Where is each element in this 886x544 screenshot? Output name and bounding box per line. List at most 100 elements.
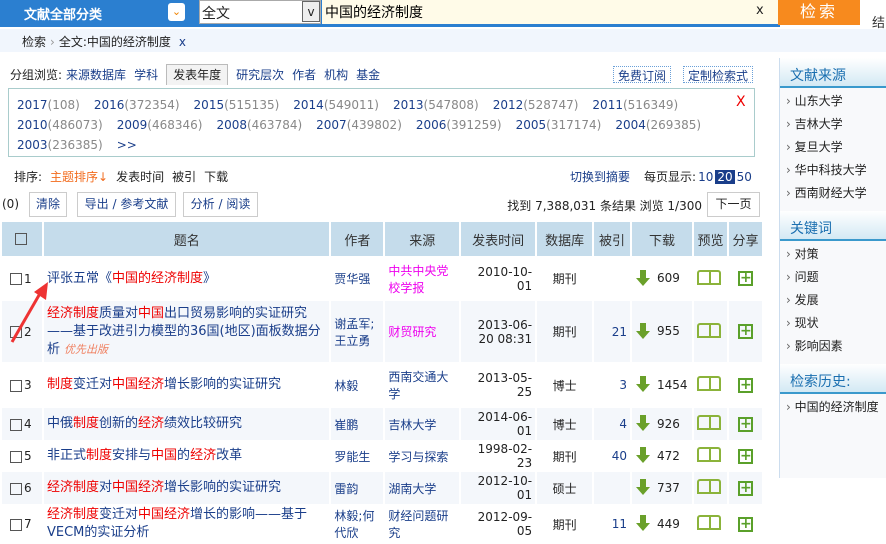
source-link[interactable]: 财经问题研究 bbox=[385, 504, 460, 544]
sort-option[interactable]: 下载 bbox=[204, 170, 229, 184]
download-cell[interactable]: 926 bbox=[631, 408, 692, 440]
tab-6[interactable]: 基金 bbox=[356, 68, 381, 82]
sidebar-item[interactable]: 华中科技大学 bbox=[780, 157, 886, 180]
clear-search-icon[interactable]: x bbox=[756, 3, 764, 18]
row-select[interactable]: 3 bbox=[2, 362, 42, 408]
tab-2[interactable]: 发表年度 bbox=[166, 64, 229, 85]
citation-count[interactable] bbox=[594, 472, 630, 504]
download-cell[interactable]: 955 bbox=[631, 301, 692, 362]
source-link[interactable]: 西南交通大学 bbox=[385, 362, 460, 408]
title-link[interactable]: 经济制度变迁对中国经济增长的影响——基于VECM的实证分析 bbox=[43, 504, 330, 544]
chevron-down-icon[interactable]: v bbox=[302, 1, 320, 22]
row-select[interactable]: 4 bbox=[2, 408, 42, 440]
sidebar-item[interactable]: 发展 bbox=[780, 287, 886, 310]
download-icon[interactable] bbox=[635, 322, 651, 341]
row-select[interactable]: 7 bbox=[2, 504, 42, 544]
tab-1[interactable]: 学科 bbox=[134, 68, 159, 82]
year-filter[interactable]: 2016(372354) bbox=[94, 95, 180, 115]
checkbox[interactable] bbox=[10, 450, 22, 463]
perpage-option[interactable]: 20 bbox=[715, 170, 735, 184]
checkbox[interactable] bbox=[14, 233, 27, 245]
plus-share-icon[interactable]: + bbox=[737, 447, 753, 464]
download-icon[interactable] bbox=[635, 447, 651, 465]
sort-option[interactable]: 被引 bbox=[172, 170, 197, 184]
share-cell[interactable]: + bbox=[728, 301, 762, 362]
share-cell[interactable]: + bbox=[728, 472, 762, 504]
source-link[interactable]: 吉林大学 bbox=[385, 408, 460, 440]
preview-cell[interactable] bbox=[693, 408, 727, 440]
tab-4[interactable]: 作者 bbox=[292, 68, 317, 82]
year-filter[interactable]: 2011(516349) bbox=[592, 95, 678, 115]
author-link[interactable]: 罗能生 bbox=[331, 440, 384, 472]
year-filter[interactable]: 2015(515135) bbox=[194, 95, 280, 115]
switch-to-abstract[interactable]: 切换到摘要 bbox=[570, 170, 631, 184]
year-filter[interactable]: 2005(317174) bbox=[516, 115, 602, 135]
plus-share-icon[interactable]: + bbox=[737, 376, 753, 393]
preview-cell[interactable] bbox=[693, 256, 727, 301]
breadcrumb-root[interactable]: 检索 bbox=[22, 35, 47, 49]
year-filter[interactable]: 2008(463784) bbox=[216, 115, 302, 135]
checkbox[interactable] bbox=[10, 379, 22, 392]
download-cell[interactable]: 609 bbox=[631, 256, 692, 301]
sidebar-item[interactable]: 西南财经大学 bbox=[780, 180, 886, 203]
year-filter[interactable]: 2004(269385) bbox=[615, 115, 701, 135]
sidebar-item[interactable]: 影响因素 bbox=[780, 333, 886, 356]
title-link[interactable]: 评张五常《中国的经济制度》 bbox=[43, 256, 330, 301]
title-link[interactable]: 经济制度质量对中国出口贸易影响的实证研究——基于改进引力模型的36国(地区)面板… bbox=[43, 301, 330, 362]
source-link[interactable]: 学习与探索 bbox=[385, 440, 460, 472]
source-link[interactable]: 湖南大学 bbox=[385, 472, 460, 504]
share-cell[interactable]: + bbox=[728, 256, 762, 301]
sort-option[interactable]: 发表时间 bbox=[116, 170, 165, 184]
source-link[interactable]: 中共中央党校学报 bbox=[385, 256, 460, 301]
checkbox[interactable] bbox=[10, 482, 22, 495]
preview-cell[interactable] bbox=[693, 362, 727, 408]
tab-0[interactable]: 来源数据库 bbox=[66, 68, 127, 82]
search-input[interactable] bbox=[322, 0, 778, 24]
download-cell[interactable]: 449 bbox=[631, 504, 692, 544]
title-link[interactable]: 经济制度对中国经济增长影响的实证研究 bbox=[43, 472, 330, 504]
author-link[interactable]: 谢孟军;王立勇 bbox=[331, 301, 384, 362]
year-filter[interactable]: 2010(486073) bbox=[17, 115, 103, 135]
sidebar-item[interactable]: 吉林大学 bbox=[780, 111, 886, 134]
year-filter[interactable]: 2017(108) bbox=[17, 95, 80, 115]
custom-query-button[interactable]: 定制检索式 bbox=[683, 66, 754, 83]
free-subscribe-button[interactable]: 免费订阅 bbox=[613, 66, 672, 83]
citation-count[interactable]: 21 bbox=[594, 301, 630, 362]
row-select[interactable]: 2 bbox=[2, 301, 42, 362]
download-icon[interactable] bbox=[635, 479, 651, 497]
sidebar-item[interactable]: 现状 bbox=[780, 310, 886, 333]
citation-count[interactable]: 3 bbox=[594, 362, 630, 408]
year-filter[interactable]: 2013(547808) bbox=[393, 95, 479, 115]
perpage-option[interactable]: 10 bbox=[698, 170, 714, 184]
download-cell[interactable]: 1454 bbox=[631, 362, 692, 408]
share-cell[interactable]: + bbox=[728, 440, 762, 472]
year-filter[interactable]: 2006(391259) bbox=[416, 115, 502, 135]
author-link[interactable]: 林毅 bbox=[331, 362, 384, 408]
source-link[interactable]: 财贸研究 bbox=[385, 301, 460, 362]
author-link[interactable]: 雷韵 bbox=[331, 472, 384, 504]
plus-share-icon[interactable]: + bbox=[737, 323, 753, 339]
tab-3[interactable]: 研究层次 bbox=[236, 68, 285, 82]
row-select[interactable]: 1 bbox=[2, 256, 42, 301]
sidebar-item[interactable]: 复旦大学 bbox=[780, 134, 886, 157]
clear-button[interactable]: 清除 bbox=[29, 192, 67, 217]
year-filter[interactable]: 2003(236385) bbox=[17, 135, 103, 155]
sidebar-item[interactable]: 问题 bbox=[780, 264, 886, 287]
download-icon[interactable] bbox=[635, 415, 651, 433]
title-link[interactable]: 制度变迁对中国经济增长影响的实证研究 bbox=[43, 362, 330, 408]
book-preview-icon[interactable] bbox=[696, 515, 721, 530]
sidebar-item[interactable]: 山东大学 bbox=[780, 88, 886, 111]
sidebar-item[interactable]: 对策 bbox=[780, 241, 886, 264]
title-link[interactable]: 中俄制度创新的经济绩效比较研究 bbox=[43, 408, 330, 440]
download-cell[interactable]: 472 bbox=[631, 440, 692, 472]
checkbox[interactable] bbox=[10, 518, 22, 531]
citation-count[interactable]: 11 bbox=[594, 504, 630, 544]
sort-option[interactable]: 主题排序↓ bbox=[50, 170, 109, 184]
sidebar-item[interactable]: 中国的经济制度 bbox=[780, 394, 886, 417]
close-icon[interactable]: X bbox=[736, 94, 746, 110]
citation-count[interactable] bbox=[594, 256, 630, 301]
author-link[interactable]: 贾华强 bbox=[331, 256, 384, 301]
preview-cell[interactable] bbox=[693, 504, 727, 544]
select-all[interactable] bbox=[2, 222, 42, 256]
share-cell[interactable]: + bbox=[728, 362, 762, 408]
